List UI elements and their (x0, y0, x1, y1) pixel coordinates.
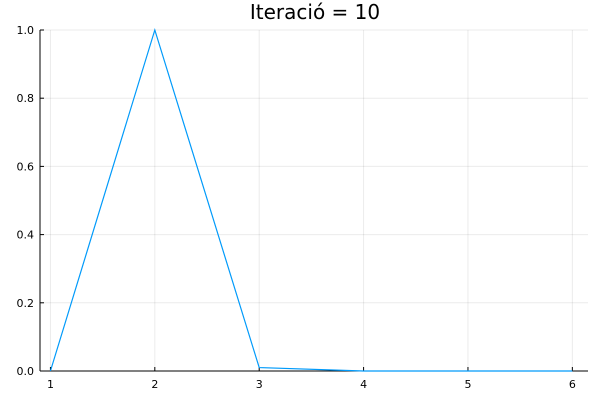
series-line (49, 27, 573, 372)
y-tick-label: 0.2 (17, 297, 35, 310)
y-tick-label: 1.0 (17, 24, 35, 37)
series-group (49, 27, 573, 372)
x-tick-label: 4 (360, 378, 367, 391)
y-tick-label: 0.0 (17, 365, 35, 378)
x-tick-label: 1 (47, 378, 54, 391)
chart-title: Iteració = 10 (250, 0, 380, 24)
y-tick-label: 0.8 (17, 92, 35, 105)
x-tick-label: 6 (569, 378, 576, 391)
grid (40, 29, 588, 372)
y-axis-ticks: 0.0 0.2 0.4 0.6 0.8 1.0 (17, 24, 44, 378)
axes (39, 30, 588, 372)
y-tick-label: 0.4 (17, 229, 35, 242)
y-tick-label: 0.6 (17, 160, 35, 173)
x-tick-label: 2 (151, 378, 158, 391)
x-tick-label: 5 (464, 378, 471, 391)
x-tick-label: 3 (256, 378, 263, 391)
